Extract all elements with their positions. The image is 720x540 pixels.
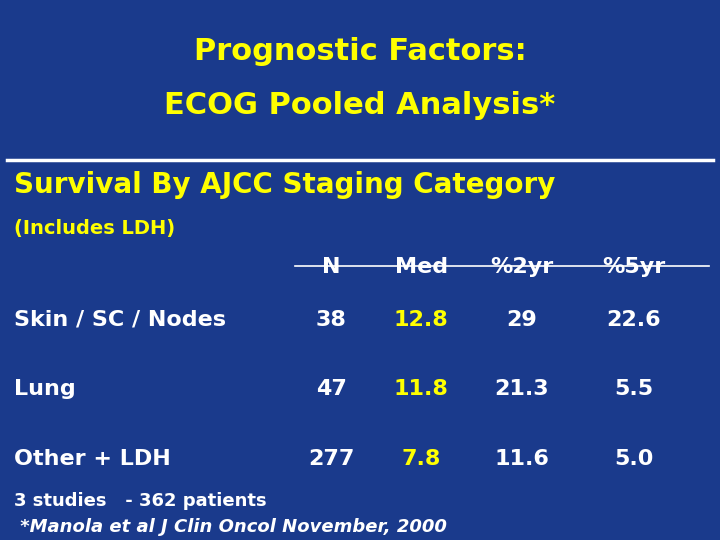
Text: 38: 38 [316,310,346,330]
Text: 11.6: 11.6 [495,449,549,469]
Text: Survival By AJCC Staging Category: Survival By AJCC Staging Category [14,171,556,199]
Text: %2yr: %2yr [490,256,554,276]
Text: 11.8: 11.8 [394,380,449,400]
Text: N: N [322,256,341,276]
Text: 5.5: 5.5 [614,380,653,400]
Text: Other + LDH: Other + LDH [14,449,171,469]
Text: 22.6: 22.6 [606,310,661,330]
Text: ECOG Pooled Analysis*: ECOG Pooled Analysis* [164,91,556,120]
Text: Skin / SC / Nodes: Skin / SC / Nodes [14,310,226,330]
Text: 7.8: 7.8 [402,449,441,469]
Text: (Includes LDH): (Includes LDH) [14,219,176,238]
Text: *Manola et al J Clin Oncol November, 2000: *Manola et al J Clin Oncol November, 200… [14,518,447,536]
Text: 47: 47 [316,380,346,400]
Text: 21.3: 21.3 [495,380,549,400]
Text: Med: Med [395,256,448,276]
Text: 12.8: 12.8 [394,310,449,330]
Text: Lung: Lung [14,380,76,400]
Text: 3 studies   - 362 patients: 3 studies - 362 patients [14,492,267,510]
Text: 5.0: 5.0 [614,449,653,469]
Text: 29: 29 [507,310,537,330]
Text: %5yr: %5yr [602,256,665,276]
Text: Prognostic Factors:: Prognostic Factors: [194,37,526,66]
Text: 277: 277 [308,449,354,469]
